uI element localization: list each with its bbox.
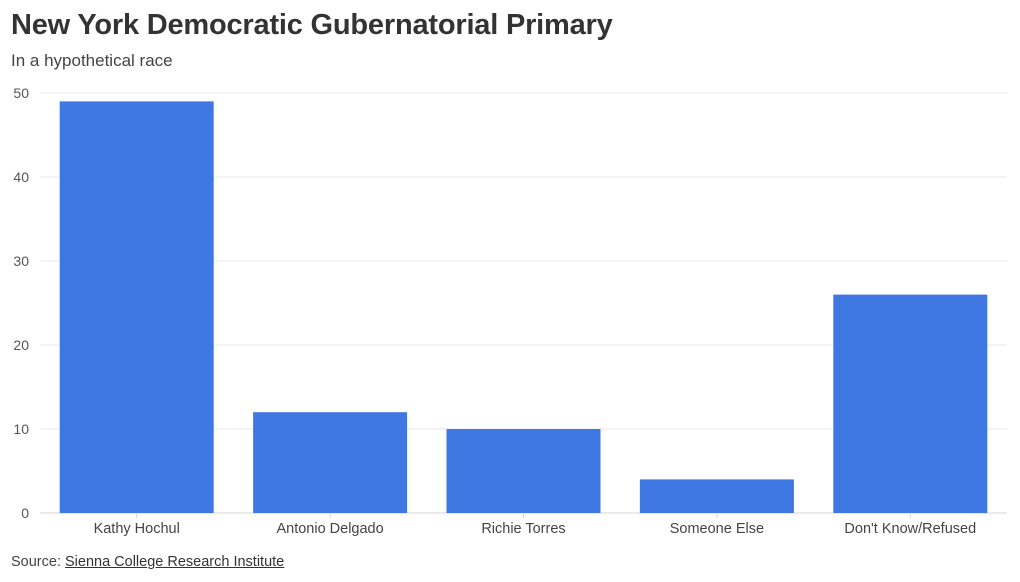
- chart-subtitle: In a hypothetical race: [11, 51, 173, 70]
- bar: [59, 101, 214, 514]
- chart-title: New York Democratic Gubernatorial Primar…: [11, 9, 613, 41]
- y-tick-label: 40: [13, 169, 29, 185]
- bar: [253, 412, 408, 513]
- source-link[interactable]: Sienna College Research Institute: [65, 554, 285, 570]
- bar: [639, 479, 794, 513]
- source-line: Source: Sienna College Research Institut…: [11, 554, 284, 570]
- bar: [833, 294, 988, 513]
- y-tick-label: 50: [13, 85, 29, 101]
- y-tick-label: 0: [21, 505, 29, 521]
- x-category-label: Antonio Delgado: [276, 521, 383, 537]
- y-tick-label: 20: [13, 337, 29, 353]
- x-category-label: Don't Know/Refused: [844, 521, 976, 537]
- y-tick-label: 10: [13, 421, 29, 437]
- bar-chart: 0 10 20 30 40 50 Kathy Hochul Antonio Delgado Ri…: [13, 85, 1007, 537]
- x-category-label: Kathy Hochul: [94, 521, 180, 537]
- x-category-label: Richie Torres: [481, 521, 565, 537]
- x-category-label: Someone Else: [670, 521, 764, 537]
- bar: [446, 429, 601, 513]
- source-prefix: Source:: [11, 554, 65, 570]
- y-tick-label: 30: [13, 253, 29, 269]
